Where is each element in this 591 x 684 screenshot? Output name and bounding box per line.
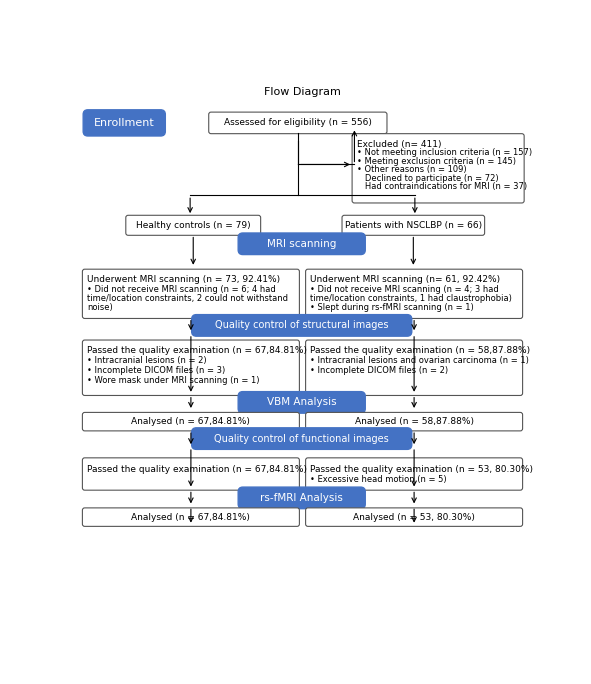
- FancyBboxPatch shape: [191, 428, 412, 449]
- Text: Analysed (n = 53, 80.30%): Analysed (n = 53, 80.30%): [353, 512, 475, 522]
- Text: time/location constraints, 2 could not withstand: time/location constraints, 2 could not w…: [87, 294, 288, 303]
- FancyBboxPatch shape: [306, 269, 522, 319]
- Text: Assessed for eligibility (n = 556): Assessed for eligibility (n = 556): [224, 118, 372, 127]
- FancyBboxPatch shape: [306, 340, 522, 395]
- FancyBboxPatch shape: [306, 458, 522, 490]
- Text: Had contraindications for MRI (n = 37): Had contraindications for MRI (n = 37): [357, 182, 527, 192]
- Text: • Wore mask under MRI scanning (n = 1): • Wore mask under MRI scanning (n = 1): [87, 376, 259, 385]
- Text: Underwent MRI scanning (n = 73, 92.41%): Underwent MRI scanning (n = 73, 92.41%): [87, 276, 280, 285]
- Text: Analysed (n = 58,87.88%): Analysed (n = 58,87.88%): [355, 417, 473, 426]
- FancyBboxPatch shape: [82, 340, 300, 395]
- Text: • Incomplete DICOM files (n = 2): • Incomplete DICOM files (n = 2): [310, 366, 449, 376]
- FancyBboxPatch shape: [238, 487, 365, 509]
- Text: • Incomplete DICOM files (n = 3): • Incomplete DICOM files (n = 3): [87, 366, 225, 376]
- FancyBboxPatch shape: [82, 269, 300, 319]
- Text: • Intracranial lesions and ovarian carcinoma (n = 1): • Intracranial lesions and ovarian carci…: [310, 356, 529, 365]
- Text: Passed the quality examination (n = 58,87.88%): Passed the quality examination (n = 58,8…: [310, 346, 530, 355]
- Text: noise): noise): [87, 303, 113, 312]
- FancyBboxPatch shape: [126, 215, 261, 235]
- Text: Patients with NSCLBP (n = 66): Patients with NSCLBP (n = 66): [345, 221, 482, 230]
- FancyBboxPatch shape: [191, 315, 412, 336]
- Text: VBM Analysis: VBM Analysis: [267, 397, 336, 408]
- FancyBboxPatch shape: [342, 215, 485, 235]
- Text: Quality control of functional images: Quality control of functional images: [215, 434, 389, 444]
- Text: Passed the quality examination (n = 53, 80.30%): Passed the quality examination (n = 53, …: [310, 464, 533, 474]
- Text: • Intracranial lesions (n = 2): • Intracranial lesions (n = 2): [87, 356, 207, 365]
- FancyBboxPatch shape: [209, 112, 387, 133]
- Text: Analysed (n = 67,84.81%): Analysed (n = 67,84.81%): [131, 512, 251, 522]
- FancyBboxPatch shape: [352, 133, 524, 203]
- Text: Analysed (n = 67,84.81%): Analysed (n = 67,84.81%): [131, 417, 251, 426]
- FancyBboxPatch shape: [82, 458, 300, 490]
- Text: Passed the quality examination (n = 67,84.81%): Passed the quality examination (n = 67,8…: [87, 464, 307, 474]
- Text: • Not meeting inclusion criteria (n = 157): • Not meeting inclusion criteria (n = 15…: [357, 148, 532, 157]
- Text: Excluded (n= 411): Excluded (n= 411): [357, 140, 441, 149]
- Text: Declined to participate (n = 72): Declined to participate (n = 72): [357, 174, 498, 183]
- Text: • Slept during rs-fMRI scanning (n = 1): • Slept during rs-fMRI scanning (n = 1): [310, 303, 474, 312]
- Text: rs-fMRI Analysis: rs-fMRI Analysis: [260, 493, 343, 503]
- FancyBboxPatch shape: [82, 508, 300, 527]
- Text: • Did not receive MRI scanning (n = 4; 3 had: • Did not receive MRI scanning (n = 4; 3…: [310, 285, 499, 293]
- Text: • Excessive head motion (n = 5): • Excessive head motion (n = 5): [310, 475, 447, 484]
- Text: MRI scanning: MRI scanning: [267, 239, 336, 249]
- FancyBboxPatch shape: [83, 110, 165, 136]
- Text: Enrollment: Enrollment: [94, 118, 155, 128]
- FancyBboxPatch shape: [238, 392, 365, 413]
- Text: • Did not receive MRI scanning (n = 6; 4 had: • Did not receive MRI scanning (n = 6; 4…: [87, 285, 276, 293]
- Text: Passed the quality examination (n = 67,84.81%): Passed the quality examination (n = 67,8…: [87, 346, 307, 355]
- Text: Quality control of structural images: Quality control of structural images: [215, 320, 388, 330]
- Text: Healthy controls (n = 79): Healthy controls (n = 79): [136, 221, 251, 230]
- Text: Flow Diagram: Flow Diagram: [264, 87, 341, 96]
- FancyBboxPatch shape: [238, 233, 365, 254]
- Text: • Meeting exclusion criteria (n = 145): • Meeting exclusion criteria (n = 145): [357, 157, 516, 166]
- FancyBboxPatch shape: [306, 508, 522, 527]
- Text: Underwent MRI scanning (n= 61, 92.42%): Underwent MRI scanning (n= 61, 92.42%): [310, 276, 501, 285]
- FancyBboxPatch shape: [306, 412, 522, 431]
- FancyBboxPatch shape: [82, 412, 300, 431]
- Text: • Other reasons (n = 109): • Other reasons (n = 109): [357, 166, 466, 174]
- Text: time/location constraints, 1 had claustrophobia): time/location constraints, 1 had claustr…: [310, 294, 512, 303]
